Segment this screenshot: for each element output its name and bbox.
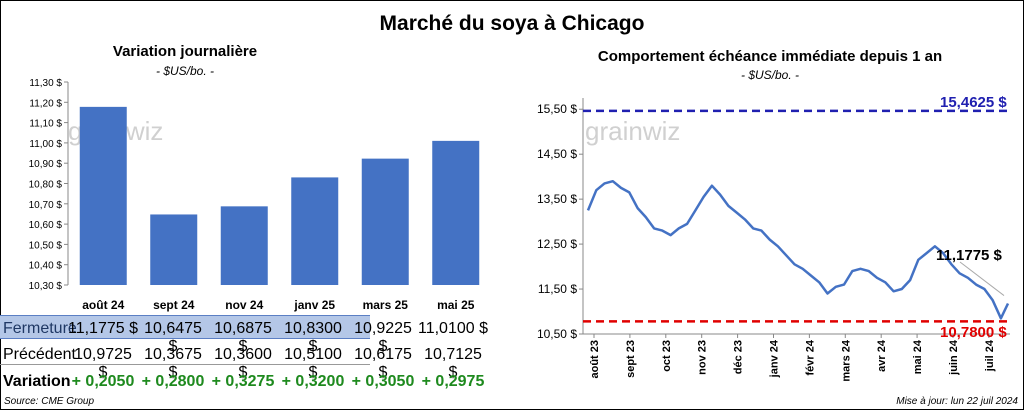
bar <box>220 206 268 285</box>
y-tick-label: 10,50 $ <box>29 240 63 251</box>
x-tick-label: sept 24 <box>153 298 195 312</box>
y-tick-label: 11,20 $ <box>29 98 62 109</box>
cell-variation: + 0,3050 <box>351 373 415 390</box>
updated-note: Mise à jour: lun 22 juil 2024 <box>896 396 1018 407</box>
cell-precedent: 10,9725 $ <box>74 346 132 381</box>
bar <box>432 140 480 285</box>
table-row-precedent: Précédent 10,9725 $ 10,3675 $ 10,3600 $ … <box>0 342 482 381</box>
right-chart-title: Comportement échéance immédiate depuis 1… <box>597 48 943 65</box>
page-title: Marché du soya à Chicago <box>379 12 645 35</box>
y-tick-label: 11,00 $ <box>29 139 62 150</box>
bar <box>291 177 339 285</box>
y-tick-label: 11,30 $ <box>29 78 62 89</box>
low-price-label: 10,7800 $ <box>940 324 1007 341</box>
y-tick-label: 10,70 $ <box>29 200 63 211</box>
left-chart-title: Variation journalière <box>112 43 258 60</box>
right-chart-unit: - $US/bo. - <box>740 68 800 82</box>
cell-precedent: 10,3675 $ <box>144 346 202 381</box>
x-tick-label: janv 25 <box>293 298 335 312</box>
cell-fermeture: 10,8300 $ <box>284 320 342 355</box>
cell-variation: + 0,2975 <box>421 373 485 390</box>
x-tick-label: mars 25 <box>363 298 409 312</box>
cell-fermeture: 11,1775 $ <box>68 320 138 337</box>
row-label-precedent: Précédent <box>3 346 76 363</box>
y-tick-label: 11,10 $ <box>29 119 62 130</box>
y-tick-label: 10,40 $ <box>29 261 63 272</box>
y-tick-label: 10,30 $ <box>29 281 63 292</box>
high-price-label: 15,4625 $ <box>940 94 1007 111</box>
last-price-label: 11,1775 $ <box>936 247 1002 264</box>
y-tick-label: 10,90 $ <box>29 159 63 170</box>
cell-variation: + 0,3200 <box>281 373 345 390</box>
cell-precedent: 10,5100 $ <box>284 346 342 381</box>
cell-variation: + 0,2800 <box>141 373 205 390</box>
x-tick-label: nov 24 <box>225 298 263 312</box>
x-tick-label: mai 25 <box>437 298 475 312</box>
y-tick-label: 10,80 $ <box>29 180 63 191</box>
cell-variation: + 0,2050 <box>71 373 135 390</box>
source-note: Source: CME Group <box>4 396 95 407</box>
row-label-variation: Variation <box>3 373 71 390</box>
cell-fermeture: 10,6875 $ <box>214 320 272 355</box>
cell-variation: + 0,3275 <box>211 373 275 390</box>
x-tick-label: août 24 <box>82 298 124 312</box>
row-label-fermeture: Fermeture <box>3 320 77 337</box>
cell-precedent: 10,6175 $ <box>354 346 412 381</box>
cell-fermeture: 10,6475 $ <box>144 320 202 355</box>
y-tick-label: 10,60 $ <box>29 220 63 231</box>
table-row-variation: Variation + 0,2050 + 0,2800 + 0,3275 + 0… <box>0 369 484 391</box>
bar <box>361 158 409 285</box>
table-row-fermeture: Fermeture 11,1775 $ 10,6475 $ 10,6875 $ … <box>0 315 488 355</box>
cell-fermeture: 10,9225 $ <box>354 320 412 355</box>
cell-precedent: 10,3600 $ <box>214 346 272 381</box>
cell-precedent: 10,7125 $ <box>424 346 482 381</box>
cell-fermeture: 11,0100 $ <box>418 320 488 337</box>
left-chart-unit: - $US/bo. - <box>155 64 215 78</box>
bar <box>150 214 198 285</box>
bar <box>79 106 127 286</box>
